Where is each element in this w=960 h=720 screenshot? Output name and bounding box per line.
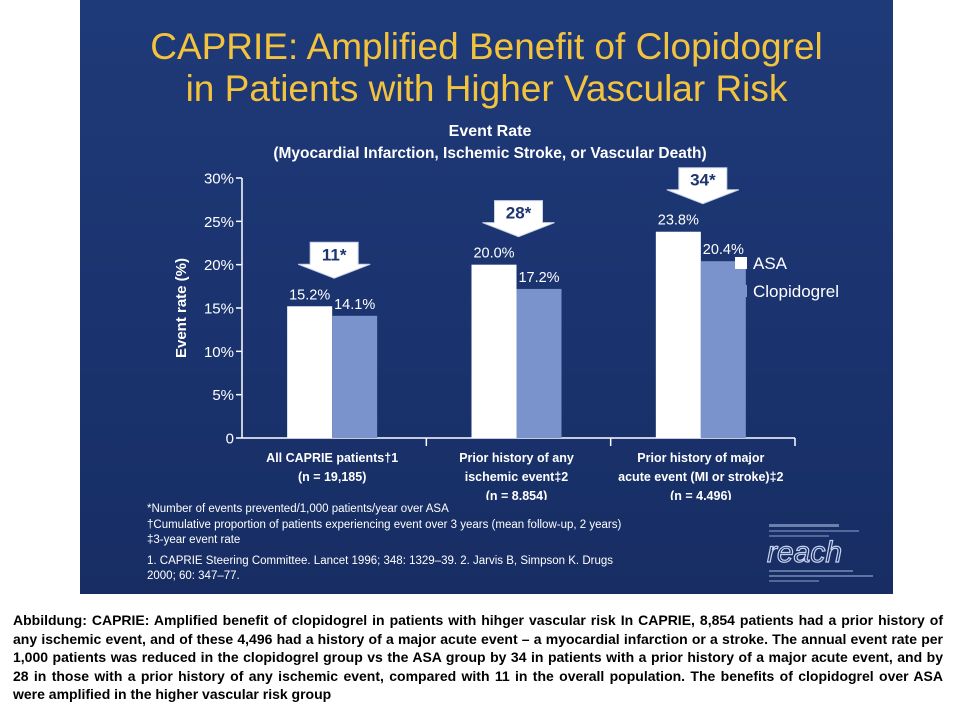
x-category-label: All CAPRIE patients†1 bbox=[266, 451, 398, 465]
bar-asa-1 bbox=[287, 306, 333, 438]
y-tick-label: 0 bbox=[226, 431, 234, 448]
x-category-label: Prior history of any bbox=[459, 451, 574, 465]
x-category-label: (n = 4,496) bbox=[670, 489, 732, 500]
bar-chart: Event Rate (Myocardial Infarction, Ische… bbox=[173, 123, 839, 500]
chart-title: Event Rate bbox=[449, 123, 532, 140]
x-category-label: (n = 19,185) bbox=[298, 470, 366, 484]
data-label: 15.2% bbox=[289, 287, 330, 303]
data-label: 20.0% bbox=[473, 246, 514, 262]
legend-label-clopidogrel: Clopidogrel bbox=[753, 282, 839, 301]
reduction-annotation: 28* bbox=[506, 204, 532, 223]
x-category-label: acute event (MI or stroke)‡2 bbox=[618, 470, 783, 484]
footnotes: *Number of events prevented/1,000 patien… bbox=[147, 502, 747, 585]
plot-area: 0 5% 10% 15% 20% 25% 30% 15.2%14.1% All CAPRIE p… bbox=[204, 167, 839, 500]
data-label: 14.1% bbox=[334, 297, 375, 313]
reduction-arrow bbox=[666, 167, 740, 205]
slide-title-line-1: CAPRIE: Amplified Benefit of Clopidogrel bbox=[150, 26, 823, 67]
x-category-label: Prior history of major bbox=[637, 451, 764, 465]
slide-title-line-2: in Patients with Higher Vascular Risk bbox=[185, 68, 788, 109]
data-label: 17.2% bbox=[518, 270, 559, 286]
logo-wordmark: reach bbox=[767, 536, 842, 569]
legend-swatch-asa bbox=[735, 257, 747, 269]
data-label: 20.4% bbox=[703, 242, 744, 258]
y-tick-label: 15% bbox=[204, 301, 234, 318]
x-category-label: (n = 8,854) bbox=[486, 489, 548, 500]
y-tick-label: 5% bbox=[212, 387, 234, 404]
y-tick-label: 30% bbox=[204, 171, 234, 188]
data-label: 23.8% bbox=[658, 213, 699, 229]
chart-subtitle: (Myocardial Infarction, Ischemic Stroke,… bbox=[273, 145, 706, 162]
footnote-ref-1: 1. CAPRIE Steering Committee. Lancet 199… bbox=[147, 554, 613, 567]
legend-label-asa: ASA bbox=[753, 254, 788, 273]
bar-clopidogrel-2 bbox=[516, 288, 562, 438]
y-tick-label: 20% bbox=[204, 257, 234, 274]
reduction-annotation: 34* bbox=[690, 171, 716, 190]
bar-asa-2 bbox=[471, 264, 517, 438]
legend-swatch-clopidogrel bbox=[735, 285, 747, 297]
reduction-arrow bbox=[482, 200, 555, 238]
slide-panel: CAPRIE: Amplified Benefit of Clopidogrel… bbox=[80, 0, 893, 594]
slide-title: CAPRIE: Amplified Benefit of Clopidogrel… bbox=[80, 26, 893, 110]
bar-asa-3 bbox=[655, 231, 701, 438]
x-category-label: ischemic event‡2 bbox=[465, 470, 569, 484]
footnote-dagger: †Cumulative proportion of patients exper… bbox=[147, 518, 622, 531]
figure-caption: Abbildung: CAPRIE: Amplified benefit of … bbox=[13, 612, 943, 703]
bar-clopidogrel-1 bbox=[332, 315, 378, 438]
y-tick-label: 25% bbox=[204, 214, 234, 231]
reduction-annotation: 11* bbox=[322, 245, 347, 264]
y-tick-label: 10% bbox=[204, 344, 234, 361]
reduction-arrow bbox=[297, 241, 371, 279]
footnote-asterisk: *Number of events prevented/1,000 patien… bbox=[147, 503, 449, 515]
reach-logo: reach bbox=[766, 524, 873, 582]
footnote-double-dagger: ‡3-year event rate bbox=[147, 534, 241, 546]
y-axis-label: Event rate (%) bbox=[173, 258, 190, 358]
footnote-ref-2: 2000; 60: 347–77. bbox=[147, 570, 240, 582]
